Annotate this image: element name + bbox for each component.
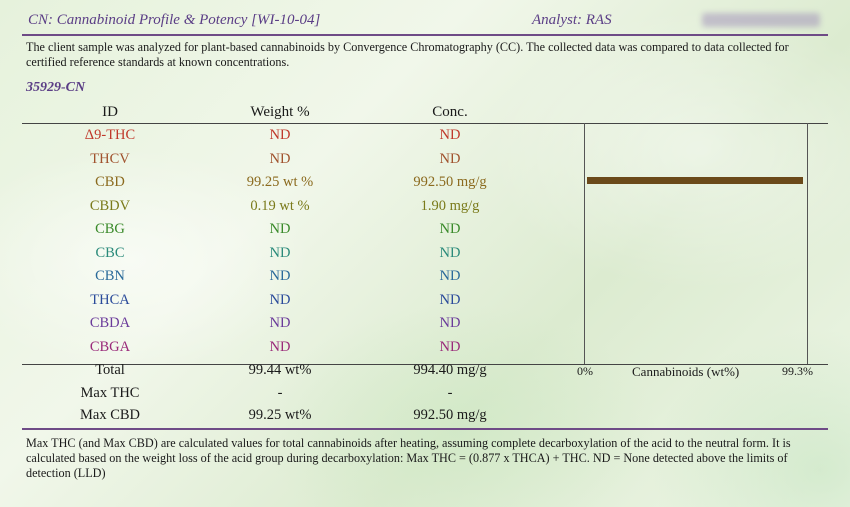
row-weight: ND — [269, 291, 291, 308]
total-row-weight: 99.25 wt% — [248, 407, 312, 423]
report-title: CN: Cannabinoid Profile & Potency [WI-10… — [28, 12, 321, 28]
row-conc: ND — [439, 268, 461, 284]
row-weight: ND — [269, 150, 291, 167]
row-weight: 99.25 wt % — [246, 174, 314, 190]
row-weight: ND — [269, 127, 291, 143]
row-id: Δ9-THC — [84, 127, 136, 143]
row-id: CBC — [95, 244, 125, 261]
row-id: CBDA — [89, 315, 131, 331]
analyst-label: Analyst: RAS — [532, 12, 612, 28]
total-row-id: Max CBD — [79, 407, 141, 423]
axis-max-label: 99.3% — [782, 364, 813, 378]
total-row-id: Max THC — [80, 384, 140, 401]
row-id: THCA — [90, 291, 130, 308]
row-id: CBGA — [89, 338, 131, 355]
total-row-weight: 99.44 wt% — [248, 362, 312, 378]
table-top-rule — [22, 123, 828, 124]
total-row-conc: 992.50 mg/g — [413, 407, 487, 423]
row-weight: ND — [269, 338, 291, 355]
column-header-id: ID — [102, 104, 118, 120]
total-row-conc: - — [447, 384, 453, 401]
row-conc: ND — [439, 150, 461, 167]
row-weight: ND — [269, 221, 291, 237]
cannabinoid-bar-chart — [584, 123, 808, 364]
row-weight: ND — [269, 268, 291, 284]
intro-text: The client sample was analyzed for plant… — [26, 40, 789, 69]
column-header-conc: Conc. — [432, 104, 468, 120]
row-weight: ND — [269, 315, 291, 331]
row-id: CBD — [95, 174, 125, 190]
total-row-id: Total — [95, 362, 125, 378]
axis-title: Cannabinoids (wt%) — [632, 364, 740, 379]
row-conc: ND — [439, 127, 461, 143]
axis-min-label: 0% — [577, 364, 593, 378]
row-conc: ND — [439, 244, 461, 261]
report-header: CN: Cannabinoid Profile & Potency [WI-10… — [22, 8, 828, 36]
row-conc: ND — [439, 291, 461, 308]
redacted-date — [702, 13, 820, 27]
total-row-weight: - — [277, 384, 283, 401]
row-id: CBDV — [89, 197, 131, 214]
row-weight: 0.19 wt % — [250, 197, 310, 214]
footnote-rule — [22, 428, 828, 430]
row-id: CBN — [95, 268, 125, 284]
row-conc: ND — [439, 315, 461, 331]
row-conc: ND — [439, 221, 461, 237]
row-conc: 992.50 mg/g — [413, 174, 487, 190]
total-row-conc: 994.40 mg/g — [413, 362, 487, 378]
footnote-text: Max THC (and Max CBD) are calculated val… — [26, 436, 791, 480]
row-id: CBG — [95, 221, 125, 237]
bar-cbd — [587, 177, 803, 184]
row-conc: 1.90 mg/g — [420, 197, 480, 214]
sample-id: 35929-CN — [26, 80, 86, 95]
row-conc: ND — [439, 338, 461, 355]
table-totals-rule — [22, 364, 828, 365]
row-weight: ND — [269, 244, 291, 261]
column-header-weight: Weight % — [250, 104, 310, 120]
row-id: THCV — [90, 150, 130, 167]
